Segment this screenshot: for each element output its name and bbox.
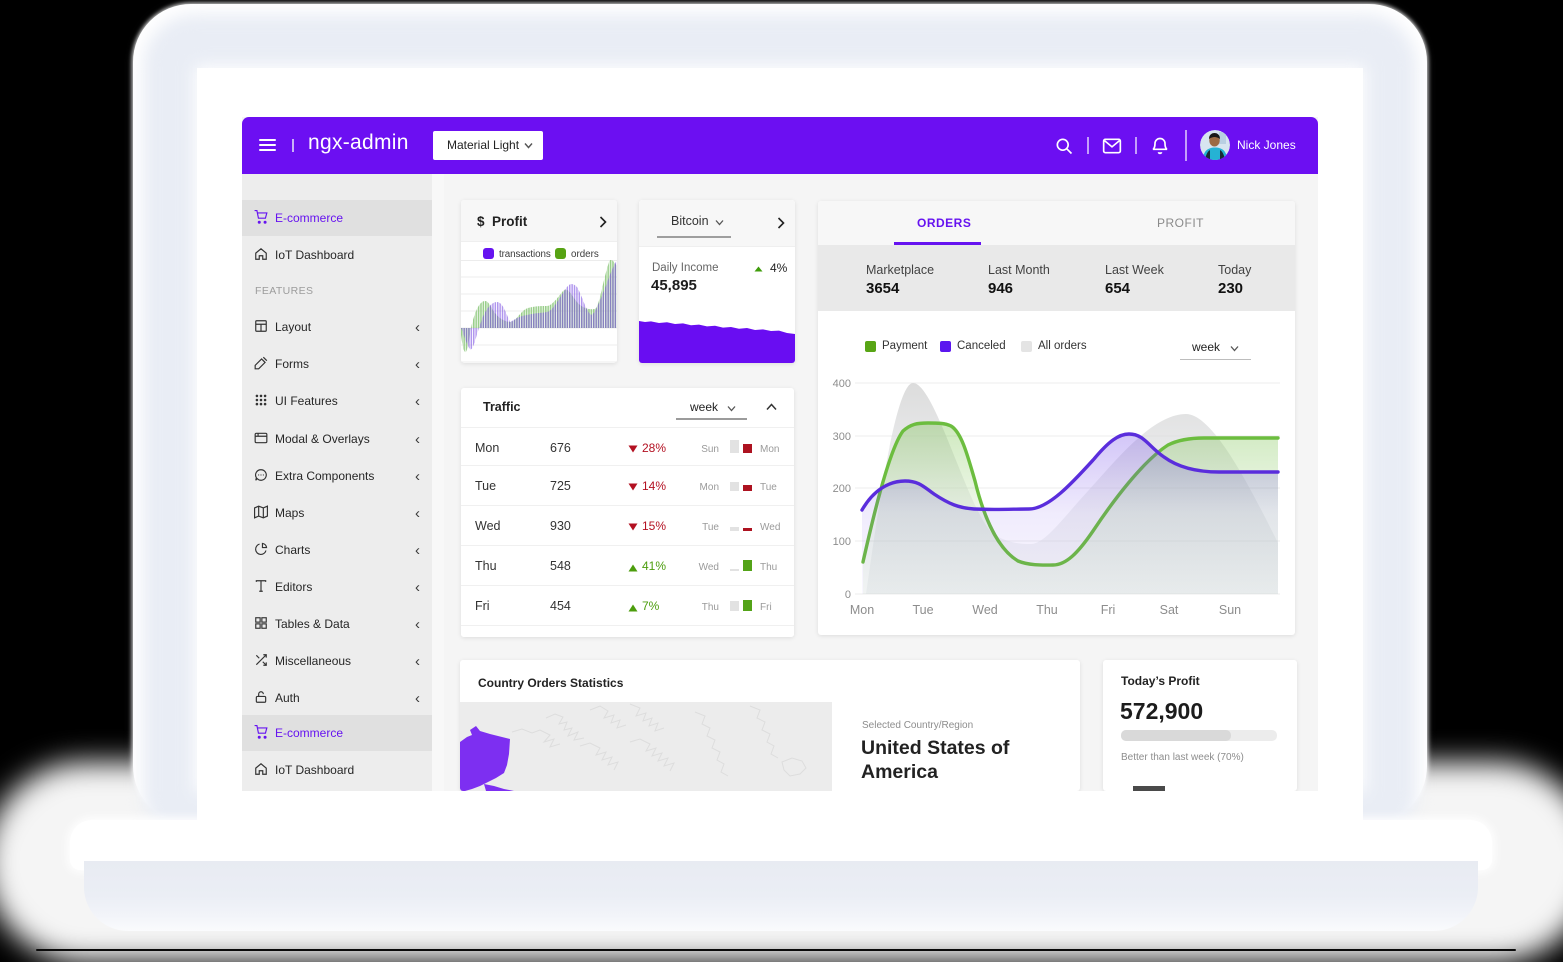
svg-text:200: 200 [833, 483, 851, 495]
svg-text:Sat: Sat [1160, 603, 1179, 617]
svg-text:Wed: Wed [972, 603, 998, 617]
svg-text:Sun: Sun [1219, 603, 1241, 617]
svg-text:100: 100 [833, 536, 851, 548]
svg-text:Mon: Mon [850, 603, 874, 617]
svg-text:Tue: Tue [912, 603, 933, 617]
svg-text:Fri: Fri [1101, 603, 1116, 617]
svg-text:300: 300 [833, 431, 851, 443]
svg-text:0: 0 [845, 589, 851, 601]
svg-text:400: 400 [833, 378, 851, 390]
svg-text:Thu: Thu [1036, 603, 1058, 617]
